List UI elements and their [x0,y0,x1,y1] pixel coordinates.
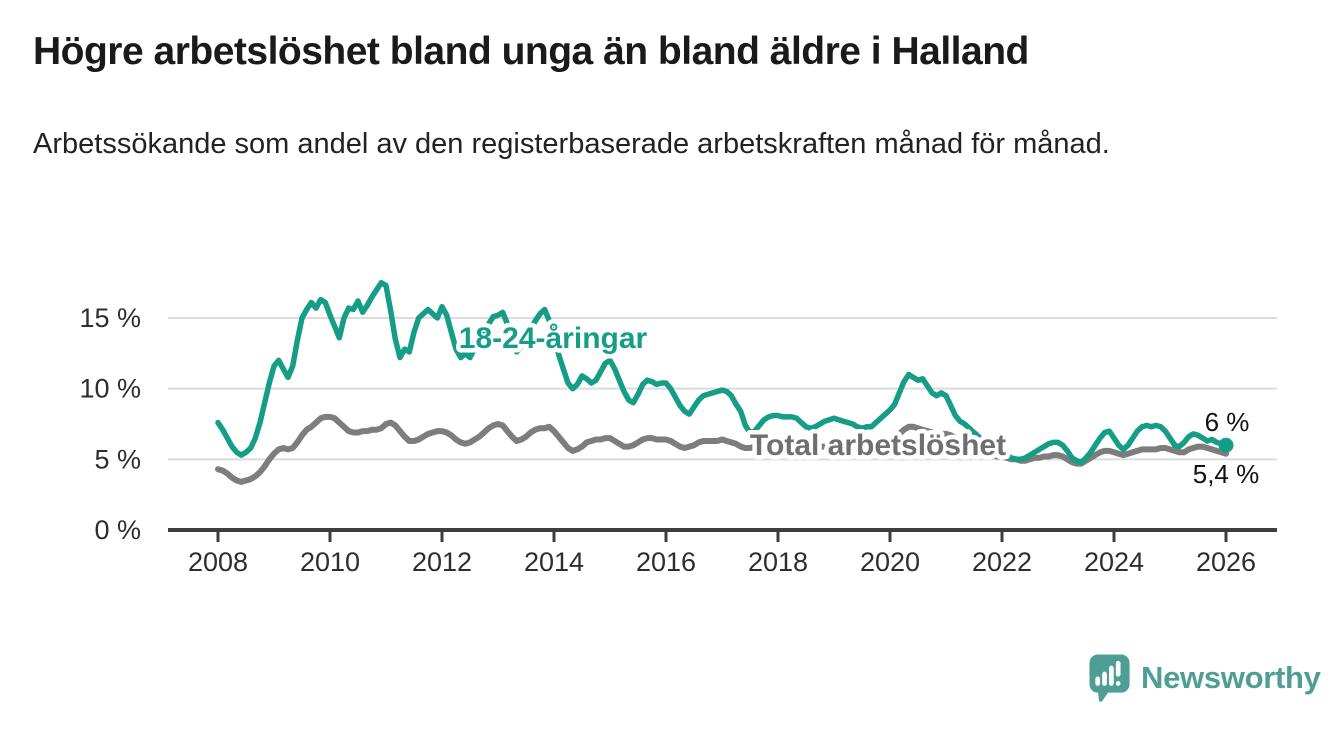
x-tick-label: 2018 [748,547,808,577]
y-tick-label: 0 % [94,515,141,545]
newsworthy-logo-text: Newsworthy [1141,660,1321,695]
bar-chart-glyph [1095,660,1121,686]
x-tick-label: 2024 [1084,547,1144,577]
x-tick-label: 2012 [412,547,472,577]
y-tick-label: 15 % [79,303,141,333]
x-tick-label: 2008 [188,547,248,577]
x-tick-label: 2020 [860,547,920,577]
y-tick-label: 5 % [94,444,141,474]
chart-title: Högre arbetslöshet bland unga än bland ä… [33,30,1029,73]
youth-series-label: 18-24-åringar [459,322,648,355]
y-tick-label: 10 % [79,374,141,404]
x-tick-label: 2014 [524,547,584,577]
x-axis [168,528,1277,542]
newsworthy-logo: Newsworthy [1088,653,1321,703]
total-end-value-label: 5,4 % [1193,459,1260,489]
youth-line [215,279,1229,465]
series-lines-layer [215,279,1229,485]
total-series-label: Total arbetslöshet [750,429,1006,462]
youth-end-dot [1218,437,1234,453]
x-tick-label: 2022 [972,547,1032,577]
x-tick-label: 2016 [636,547,696,577]
chart-subtitle: Arbetssökande som andel av den registerb… [33,128,1110,160]
tick-labels: 2008 2010 2012 2014 2016 2018 2020 2022 2024 2026… [79,303,1256,577]
newsworthy-logo-icon [1089,654,1130,702]
total-line [215,413,1229,485]
x-tick-label: 2026 [1196,547,1256,577]
x-tick-label: 2010 [300,547,360,577]
youth-end-value-label: 6 % [1205,407,1250,437]
